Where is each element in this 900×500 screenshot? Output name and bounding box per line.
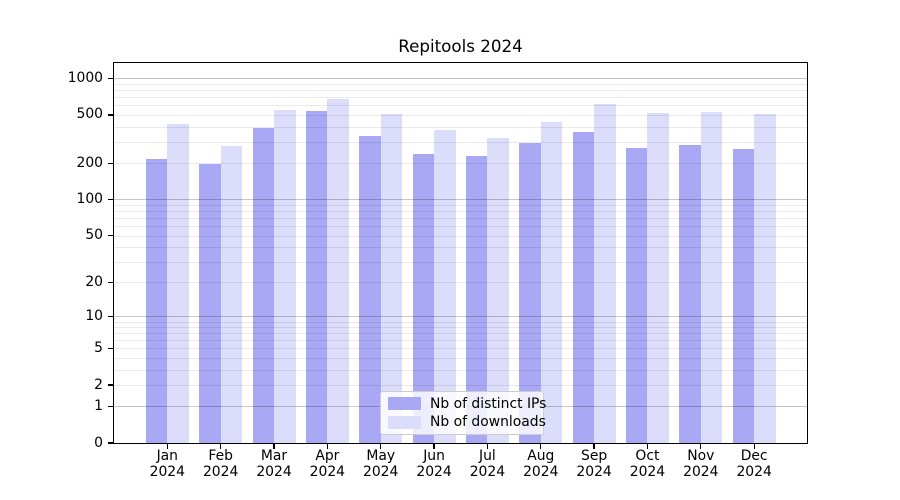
bar-ips-jul	[465, 155, 488, 443]
x-tick-mark	[700, 444, 702, 449]
bar-ips-may	[359, 136, 381, 443]
bar-downloads-apr	[327, 99, 349, 443]
legend: Nb of distinct IPs Nb of downloads	[380, 391, 546, 435]
legend-entry-downloads: Nb of downloads	[388, 414, 546, 431]
x-tick-mark	[380, 444, 382, 449]
x-tick-label: Nov 2024	[683, 448, 719, 480]
bar-downloads-jan	[167, 124, 189, 443]
y-tick-label: 1	[94, 397, 103, 414]
x-tick-label: Jul 2024	[469, 448, 506, 480]
y-tick-label: 200	[76, 154, 103, 171]
gridline-minor	[114, 84, 807, 85]
bar-ips-jun	[412, 153, 435, 443]
x-tick-label: Sep 2024	[576, 448, 612, 480]
bar-downloads-sep	[594, 103, 616, 443]
x-tick-label: Jan 2024	[149, 448, 185, 480]
y-tick-label: 100	[76, 190, 103, 207]
bar-ips-mar	[252, 128, 274, 443]
y-tick-label: 50	[85, 227, 103, 244]
x-tick-label: May 2024	[363, 448, 399, 480]
bar-ips-nov	[679, 145, 701, 443]
bar-downloads-feb	[220, 146, 243, 443]
bar-ips-sep	[572, 131, 595, 443]
bar-ips-apr	[305, 111, 328, 443]
y-tick-label: 10	[85, 307, 103, 324]
bar-ips-oct	[625, 148, 648, 443]
legend-entry-distinct-ips: Nb of distinct IPs	[388, 395, 546, 412]
y-tick-label: 2	[94, 376, 103, 393]
y-tick-label: 20	[85, 273, 103, 290]
bar-ips-jan	[145, 158, 168, 443]
x-tick-mark	[166, 444, 168, 449]
bar-downloads-jul	[487, 138, 509, 443]
x-tick-mark	[220, 444, 222, 449]
chart-title: Repitools 2024	[398, 36, 523, 56]
x-tick-mark	[273, 444, 275, 449]
y-tick-label: 5	[94, 339, 103, 356]
legend-swatch-distinct-ips	[388, 397, 421, 411]
x-tick-mark	[753, 444, 755, 449]
legend-label-distinct-ips: Nb of distinct IPs	[430, 395, 547, 412]
y-tick-label: 1000	[67, 69, 103, 86]
bar-downloads-may	[380, 113, 403, 443]
x-tick-mark	[593, 444, 595, 449]
bar-ips-dec	[732, 148, 755, 443]
y-tick-label: 500	[76, 106, 103, 123]
gridline-major	[114, 78, 807, 80]
bar-downloads-mar	[274, 110, 296, 443]
bar-downloads-oct	[647, 113, 669, 443]
bar-downloads-nov	[700, 111, 723, 443]
gridline-minor	[114, 97, 807, 99]
bar-downloads-aug	[540, 122, 563, 443]
gridline-minor	[114, 90, 807, 92]
bar-ips-aug	[519, 143, 541, 443]
x-tick-label: Mar 2024	[256, 448, 292, 480]
x-tick-label: Apr 2024	[309, 448, 346, 480]
x-tick-label: Feb 2024	[202, 448, 239, 480]
x-tick-label: Jun 2024	[416, 448, 452, 480]
legend-label-downloads: Nb of downloads	[430, 414, 546, 431]
gridline-minor	[114, 105, 807, 107]
x-tick-mark	[646, 444, 649, 449]
x-tick-mark	[540, 444, 542, 449]
x-tick-label: Oct 2024	[629, 448, 666, 480]
bar-downloads-jun	[434, 129, 456, 443]
x-tick-mark	[326, 444, 328, 449]
legend-swatch-downloads	[388, 415, 421, 429]
x-tick-label: Dec 2024	[736, 448, 772, 480]
x-tick-mark	[433, 444, 435, 449]
y-tick-label: 0	[94, 434, 103, 451]
x-tick-mark	[486, 444, 489, 449]
bar-downloads-dec	[754, 113, 776, 443]
plot-area	[113, 62, 808, 444]
x-tick-label: Aug 2024	[523, 448, 559, 480]
bar-ips-feb	[199, 163, 221, 443]
